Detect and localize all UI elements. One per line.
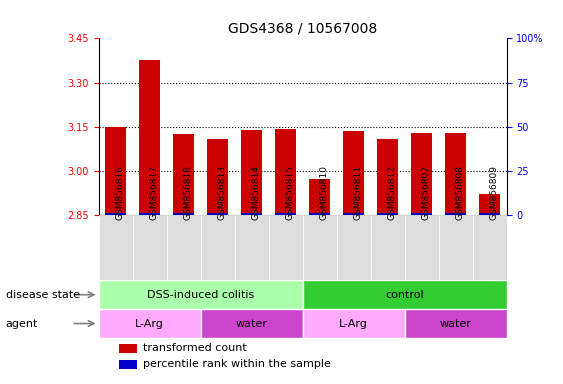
Bar bbox=[303, 309, 405, 338]
Bar bbox=[242, 130, 262, 215]
Bar bbox=[405, 309, 507, 338]
Bar bbox=[139, 61, 160, 215]
Text: GSM856807: GSM856807 bbox=[422, 165, 431, 220]
Bar bbox=[99, 215, 132, 280]
Bar bbox=[303, 215, 337, 280]
Bar bbox=[310, 179, 330, 215]
Bar bbox=[139, 213, 160, 215]
Bar bbox=[377, 213, 398, 215]
Text: GSM856811: GSM856811 bbox=[354, 165, 363, 220]
Bar bbox=[412, 213, 432, 215]
Text: percentile rank within the sample: percentile rank within the sample bbox=[144, 359, 331, 369]
Bar bbox=[119, 344, 137, 353]
Text: GSM856810: GSM856810 bbox=[320, 165, 329, 220]
Bar bbox=[445, 133, 466, 215]
Text: control: control bbox=[385, 290, 424, 300]
Bar bbox=[105, 127, 126, 215]
Bar bbox=[337, 215, 370, 280]
Bar bbox=[167, 215, 200, 280]
Bar bbox=[310, 213, 330, 215]
Bar bbox=[439, 215, 473, 280]
Text: DSS-induced colitis: DSS-induced colitis bbox=[147, 290, 254, 300]
Bar bbox=[99, 309, 200, 338]
Text: GSM856808: GSM856808 bbox=[455, 165, 464, 220]
Bar bbox=[343, 131, 364, 215]
Bar bbox=[105, 213, 126, 215]
Bar bbox=[377, 139, 398, 215]
Bar bbox=[200, 309, 303, 338]
Text: GSM856817: GSM856817 bbox=[150, 165, 159, 220]
Text: transformed count: transformed count bbox=[144, 343, 247, 353]
Bar bbox=[480, 194, 500, 215]
Text: agent: agent bbox=[6, 318, 38, 329]
Text: disease state: disease state bbox=[6, 290, 80, 300]
Bar bbox=[303, 280, 507, 309]
Text: water: water bbox=[440, 318, 472, 329]
Bar bbox=[445, 213, 466, 215]
Bar bbox=[480, 213, 500, 215]
Bar bbox=[275, 129, 296, 215]
Bar bbox=[173, 134, 194, 215]
Title: GDS4368 / 10567008: GDS4368 / 10567008 bbox=[228, 22, 377, 36]
Text: GSM856818: GSM856818 bbox=[184, 165, 193, 220]
Text: GSM856809: GSM856809 bbox=[490, 165, 499, 220]
Bar bbox=[119, 360, 137, 369]
Bar bbox=[343, 213, 364, 215]
Bar bbox=[207, 213, 228, 215]
Bar bbox=[235, 215, 269, 280]
Text: GSM856815: GSM856815 bbox=[285, 165, 294, 220]
Bar bbox=[242, 213, 262, 215]
Bar bbox=[473, 215, 507, 280]
Bar bbox=[173, 213, 194, 215]
Text: water: water bbox=[236, 318, 267, 329]
Bar bbox=[405, 215, 439, 280]
Bar bbox=[99, 280, 303, 309]
Bar bbox=[275, 213, 296, 215]
Text: GSM856814: GSM856814 bbox=[252, 166, 261, 220]
Bar bbox=[370, 215, 405, 280]
Bar bbox=[132, 215, 167, 280]
Text: GSM856812: GSM856812 bbox=[388, 166, 397, 220]
Text: GSM856816: GSM856816 bbox=[115, 165, 124, 220]
Bar bbox=[269, 215, 303, 280]
Bar bbox=[200, 215, 235, 280]
Bar bbox=[207, 139, 228, 215]
Text: GSM856813: GSM856813 bbox=[217, 165, 226, 220]
Text: L-Arg: L-Arg bbox=[135, 318, 164, 329]
Text: L-Arg: L-Arg bbox=[339, 318, 368, 329]
Bar bbox=[412, 133, 432, 215]
